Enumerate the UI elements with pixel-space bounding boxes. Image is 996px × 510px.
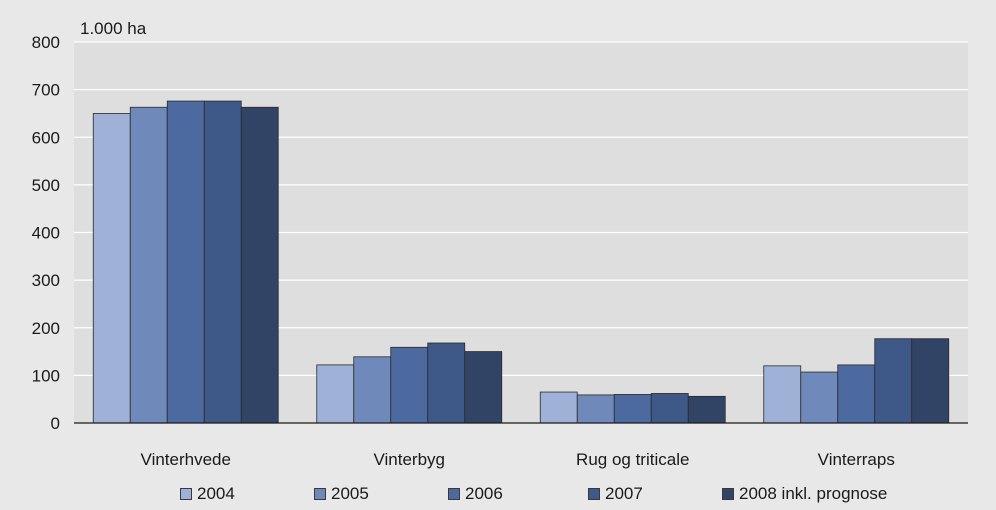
- y-tick-label: 600: [32, 128, 60, 147]
- bar: [911, 338, 950, 424]
- bar: [763, 365, 802, 424]
- legend-swatch: [448, 488, 460, 500]
- bar: [390, 346, 429, 424]
- legend-item: 2007: [588, 484, 643, 504]
- y-tick-label: 300: [32, 271, 60, 290]
- y-tick-label: 400: [32, 224, 60, 243]
- legend-label: 2005: [331, 484, 369, 503]
- bar: [613, 394, 652, 424]
- bars: [92, 100, 950, 424]
- legend-label: 2008 inkl. prognose: [739, 484, 888, 503]
- legend-label: 2006: [465, 484, 503, 503]
- bar: [837, 364, 876, 424]
- y-tick-label: 800: [32, 33, 60, 52]
- bar: [800, 371, 839, 424]
- bar: [539, 391, 578, 424]
- legend-item: 2008 inkl. prognose: [722, 484, 887, 504]
- legend: 2004 2005 2006 2007 2008 inkl. prognose: [0, 484, 996, 510]
- x-tick-labels: Vinterhvede Vinterbyg Rug og triticale Vint…: [141, 450, 895, 469]
- legend-swatch: [314, 488, 326, 500]
- legend-item: 2005: [314, 484, 369, 504]
- x-tick-label: Rug og triticale: [576, 450, 689, 469]
- bar: [240, 106, 279, 424]
- x-tick-label: Vinterhvede: [141, 450, 231, 469]
- legend-item: 2004: [180, 484, 235, 504]
- bar: [687, 395, 726, 424]
- y-tick-label: 500: [32, 176, 60, 195]
- legend-item: 2006: [448, 484, 503, 504]
- bar: [166, 100, 205, 424]
- bar: [316, 364, 355, 424]
- x-tick-label: Vinterraps: [818, 450, 895, 469]
- y-tick-label: 0: [51, 414, 60, 433]
- legend-swatch: [722, 488, 734, 500]
- bar: [92, 113, 131, 424]
- bar: [427, 342, 466, 424]
- legend-label: 2007: [605, 484, 643, 503]
- bar: [353, 356, 392, 424]
- y-tick-label: 100: [32, 366, 60, 385]
- legend-swatch: [180, 488, 192, 500]
- bar: [576, 394, 615, 424]
- legend-swatch: [588, 488, 600, 500]
- y-tick-label: 700: [32, 81, 60, 100]
- bar: [464, 351, 503, 424]
- y-tick-labels: 0 100 200 300 400 500 600 700 800: [32, 33, 60, 433]
- bar: [129, 106, 168, 424]
- legend-label: 2004: [197, 484, 235, 503]
- y-tick-label: 200: [32, 319, 60, 338]
- bar: [874, 338, 913, 424]
- x-tick-label: Vinterbyg: [373, 450, 445, 469]
- unit-label: 1.000 ha: [80, 19, 147, 38]
- bar: [650, 393, 689, 424]
- bar: [203, 100, 242, 424]
